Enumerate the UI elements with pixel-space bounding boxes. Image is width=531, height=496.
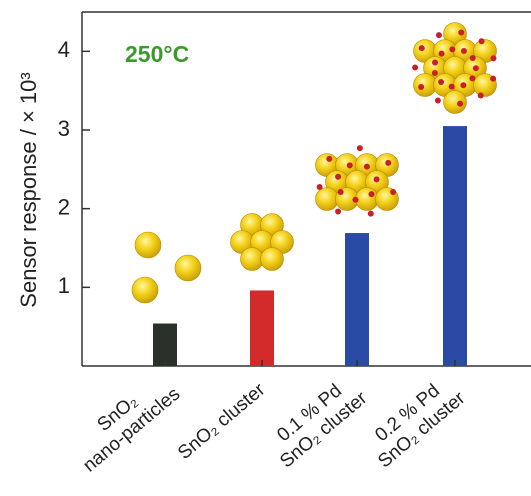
- pd-dot: [449, 84, 455, 90]
- pd-dot: [374, 176, 380, 182]
- pd-dot: [470, 55, 476, 61]
- pd-dot: [317, 184, 323, 190]
- pd-dot: [458, 30, 464, 36]
- sphere: [356, 188, 379, 211]
- bar: [443, 126, 467, 366]
- bar: [153, 324, 177, 366]
- x-tick-label: SnO₂ cluster: [174, 379, 270, 464]
- pd-dot: [432, 59, 438, 65]
- pd-dot: [326, 156, 332, 162]
- pd-dot: [347, 162, 353, 168]
- pd-dot: [461, 48, 467, 54]
- chart: Sensor response / × 10³ 250°C 1 2 3 4 SnO₂na…: [0, 0, 531, 496]
- pd-dot: [335, 174, 341, 180]
- sphere: [135, 232, 161, 258]
- bar: [250, 290, 274, 366]
- pd-dot: [368, 211, 374, 217]
- pd-dot: [490, 76, 496, 82]
- bar: [345, 233, 369, 366]
- pd-dot: [335, 208, 341, 214]
- pd-dot: [460, 82, 466, 88]
- y-tick-label: 2: [58, 194, 70, 219]
- pd-dot: [490, 55, 496, 61]
- sphere: [261, 248, 284, 271]
- pd-dot: [438, 79, 444, 85]
- pd-dot: [357, 145, 363, 151]
- sphere: [414, 74, 437, 97]
- pd-dot: [457, 101, 463, 107]
- pd-dot: [435, 97, 441, 103]
- page: Sensor response / × 10³ 250°C 1 2 3 4 SnO₂na…: [0, 0, 531, 496]
- sphere: [241, 248, 264, 271]
- pd-dot: [390, 189, 396, 195]
- pd-dot: [439, 51, 445, 57]
- sphere: [132, 277, 158, 303]
- x-tick-label-group: SnO₂ cluster: [174, 379, 270, 464]
- sphere: [444, 91, 467, 114]
- pd-dot: [469, 75, 475, 81]
- pd-dot: [419, 45, 425, 51]
- pd-dot: [479, 38, 485, 44]
- pd-dot: [418, 84, 424, 90]
- annotation: 250°C: [125, 41, 189, 67]
- pd-dot: [449, 46, 455, 52]
- pd-dot: [369, 191, 375, 197]
- pd-dot: [473, 65, 479, 71]
- pd-dot: [478, 92, 484, 98]
- pd-dot: [432, 70, 438, 76]
- pd-dot: [364, 164, 370, 170]
- y-tick-label: 3: [58, 116, 70, 141]
- sphere: [175, 255, 201, 281]
- y-tick-label: 4: [58, 37, 70, 62]
- pd-dot: [353, 197, 359, 203]
- y-tick-label: 1: [58, 273, 70, 298]
- sphere: [316, 188, 339, 211]
- pd-dot: [385, 160, 391, 166]
- pd-dot: [436, 32, 442, 38]
- pd-dot: [412, 64, 418, 70]
- pd-dot: [338, 189, 344, 195]
- y-axis-label: Sensor response / × 10³: [16, 72, 41, 307]
